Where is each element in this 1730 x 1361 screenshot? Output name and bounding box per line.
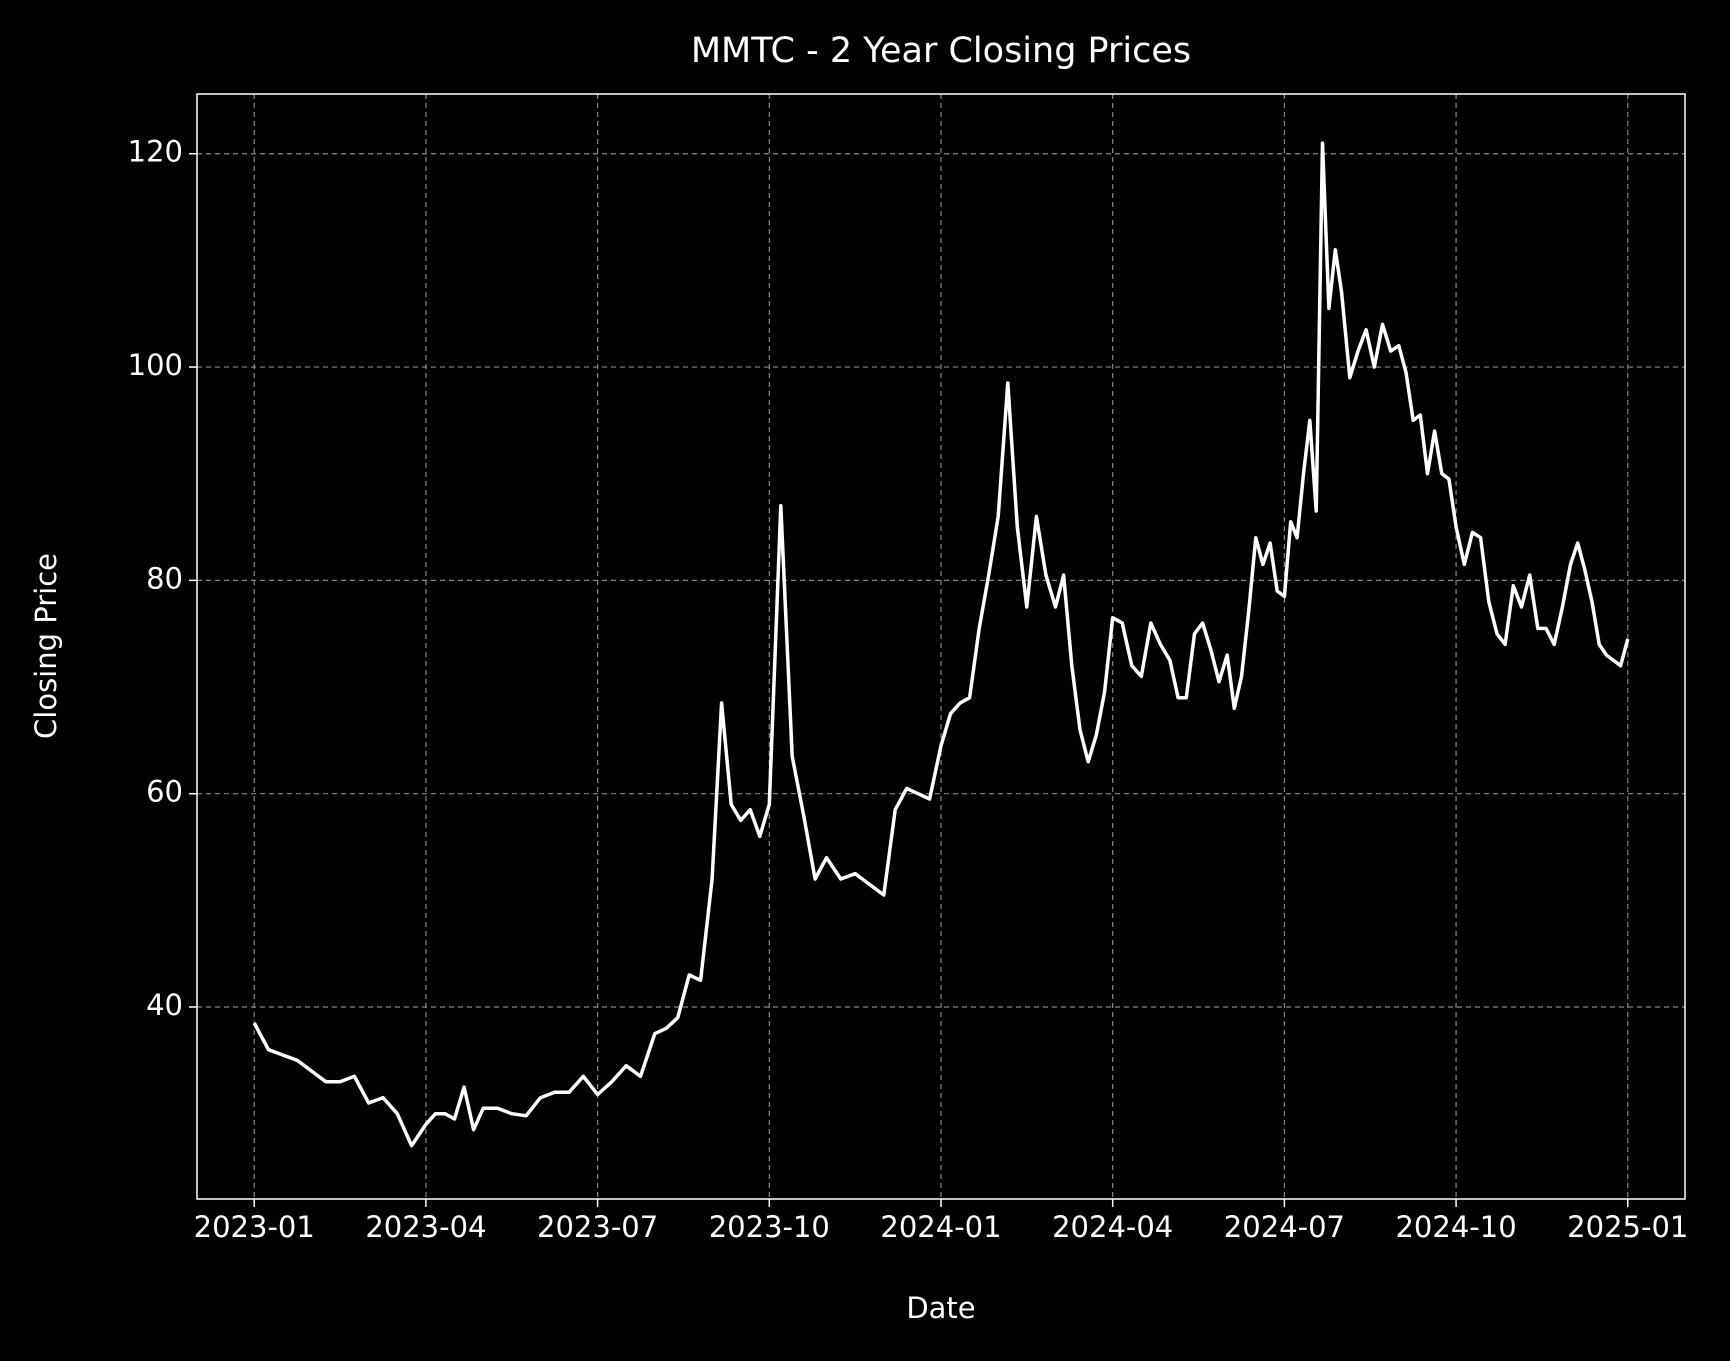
x-tick-label: 2024-01 xyxy=(880,1210,1001,1244)
y-axis-label: Closing Price xyxy=(29,553,63,739)
chart-title: MMTC - 2 Year Closing Prices xyxy=(691,31,1191,71)
y-tick-label: 60 xyxy=(146,775,183,809)
x-tick-label: 2024-10 xyxy=(1395,1210,1516,1244)
x-tick-label: 2023-04 xyxy=(365,1210,486,1244)
x-tick-label: 2023-01 xyxy=(194,1210,315,1244)
x-tick-label: 2024-04 xyxy=(1052,1210,1173,1244)
x-axis-label: Date xyxy=(906,1291,975,1325)
y-tick-label: 120 xyxy=(128,135,183,169)
x-tick-label: 2023-10 xyxy=(709,1210,830,1244)
y-tick-label: 40 xyxy=(146,988,183,1022)
plot-frame xyxy=(196,93,1686,1200)
x-tick-label: 2024-07 xyxy=(1224,1210,1345,1244)
x-tick-label: 2023-07 xyxy=(537,1210,658,1244)
y-tick-label: 80 xyxy=(146,561,183,595)
x-tick-label: 2025-01 xyxy=(1567,1210,1688,1244)
price-line xyxy=(252,141,1630,1148)
y-tick-label: 100 xyxy=(128,348,183,382)
